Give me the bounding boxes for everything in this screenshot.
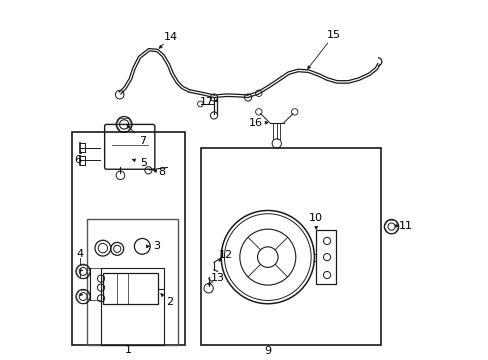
Text: 17: 17 [200, 97, 213, 107]
Text: 4: 4 [76, 248, 83, 258]
Text: 16: 16 [249, 118, 263, 128]
Text: 5: 5 [140, 158, 146, 168]
Text: 9: 9 [264, 346, 271, 356]
Text: 2: 2 [165, 297, 172, 307]
Text: 7: 7 [139, 136, 145, 145]
Bar [201, 148, 380, 345]
Text: 6: 6 [74, 155, 81, 165]
Text: 8: 8 [158, 167, 165, 177]
Text: 3: 3 [153, 241, 160, 251]
Text: 1: 1 [124, 345, 131, 355]
Text: 11: 11 [398, 221, 412, 231]
Text: 13: 13 [210, 273, 224, 283]
Text: 14: 14 [163, 32, 178, 41]
Text: 10: 10 [308, 213, 323, 222]
Bar [316, 230, 335, 284]
Text: 15: 15 [326, 30, 341, 40]
Text: 12: 12 [218, 250, 232, 260]
Bar [72, 132, 185, 345]
Bar [102, 273, 158, 304]
Bar [101, 268, 163, 345]
Bar [86, 220, 178, 345]
